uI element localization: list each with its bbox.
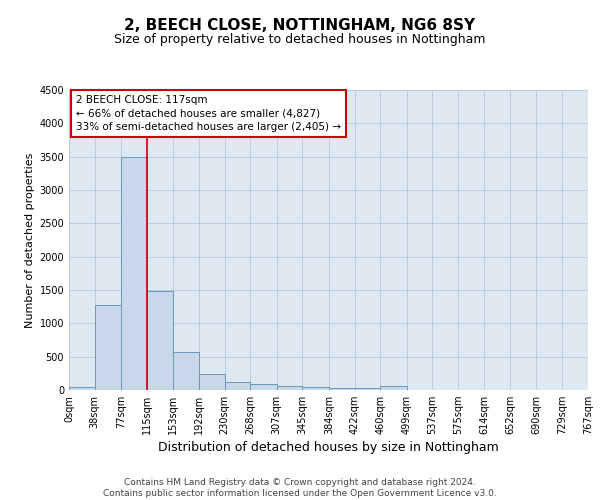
Bar <box>147 292 173 390</box>
Bar <box>250 384 277 390</box>
Bar <box>173 352 199 390</box>
Y-axis label: Number of detached properties: Number of detached properties <box>25 152 35 328</box>
Bar <box>329 388 355 390</box>
Bar <box>277 386 302 390</box>
Bar <box>302 388 329 390</box>
Bar <box>355 388 380 390</box>
Bar <box>380 386 407 390</box>
Bar <box>95 304 121 390</box>
Bar <box>121 156 147 390</box>
X-axis label: Distribution of detached houses by size in Nottingham: Distribution of detached houses by size … <box>158 442 499 454</box>
Text: 2 BEECH CLOSE: 117sqm
← 66% of detached houses are smaller (4,827)
33% of semi-d: 2 BEECH CLOSE: 117sqm ← 66% of detached … <box>76 96 341 132</box>
Bar <box>224 382 250 390</box>
Text: 2, BEECH CLOSE, NOTTINGHAM, NG6 8SY: 2, BEECH CLOSE, NOTTINGHAM, NG6 8SY <box>124 18 476 32</box>
Text: Size of property relative to detached houses in Nottingham: Size of property relative to detached ho… <box>114 32 486 46</box>
Bar <box>69 388 95 390</box>
Bar <box>199 374 224 390</box>
Text: Contains HM Land Registry data © Crown copyright and database right 2024.
Contai: Contains HM Land Registry data © Crown c… <box>103 478 497 498</box>
